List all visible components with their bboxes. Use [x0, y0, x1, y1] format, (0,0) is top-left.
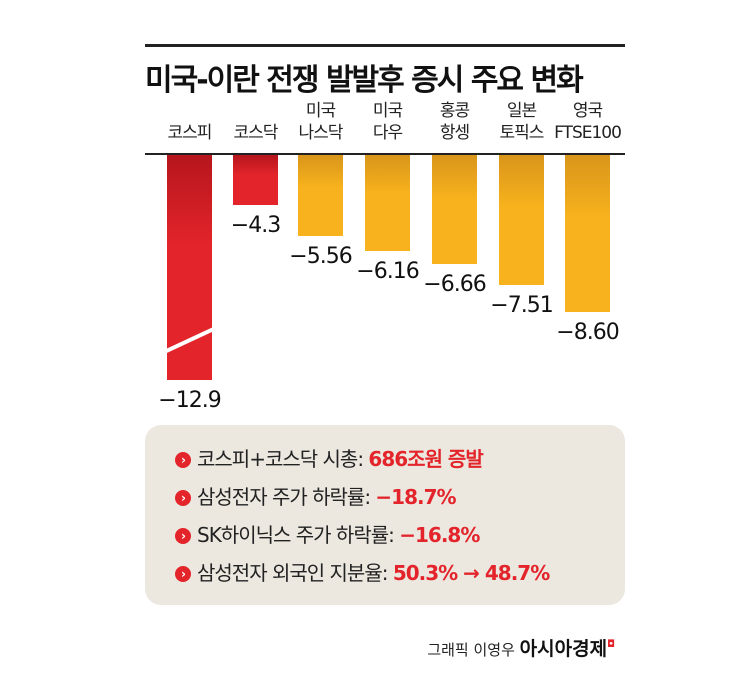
note-text: 삼성전자 외국인 지분율: — [197, 561, 393, 585]
note-item: › SK하이닉스 주가 하락률: −16.8% — [175, 519, 480, 548]
note-item: › 삼성전자 외국인 지분율: 50.3% → 48.7% — [175, 557, 550, 586]
top-rule — [145, 44, 625, 47]
bar-4 — [432, 155, 477, 264]
value-label: −7.51 — [490, 292, 553, 318]
note-item: › 삼성전자 주가 하락률: −18.7% — [175, 481, 457, 510]
chart-title: 미국-이란 전쟁 발발후 증시 주요 변화 — [145, 63, 584, 98]
note-highlight: 50.3% → 48.7% — [392, 561, 550, 585]
note-item: › 코스피+코스닥 시총: 686조원 증발 — [175, 443, 484, 472]
brand-logo: 아시아경제 — [519, 638, 608, 660]
value-label: −6.66 — [423, 271, 486, 297]
note-text: 삼성전자 주가 하락률: — [197, 485, 376, 509]
chevron-right-icon: › — [175, 452, 191, 468]
credit: 그래픽 이영우 아시아경제◘ — [427, 634, 615, 661]
axis-break — [163, 326, 217, 354]
bar-5 — [499, 155, 544, 285]
note-text: SK하이닉스 주가 하락률: — [197, 523, 400, 547]
value-label: −12.9 — [158, 388, 221, 413]
chevron-right-icon: › — [175, 490, 191, 506]
bar-1 — [233, 155, 278, 206]
category-label: 미국 다우 — [372, 101, 403, 143]
value-label: −8.60 — [556, 320, 619, 346]
note-highlight: 686조원 증발 — [368, 447, 483, 471]
note-highlight: −16.8% — [399, 523, 480, 547]
category-label: 영국 FTSE100 — [554, 101, 622, 143]
note-highlight: −18.7% — [375, 485, 456, 509]
chevron-right-icon: › — [175, 566, 191, 582]
chevron-right-icon: › — [175, 528, 191, 544]
value-label: −4.3 — [230, 213, 281, 239]
notes-box: › 코스피+코스닥 시총: 686조원 증발 › 삼성전자 주가 하락률: −18.7… — [145, 425, 625, 605]
category-label: 일본 토픽스 — [499, 101, 545, 143]
bar-0 — [163, 155, 217, 380]
value-label: −6.16 — [356, 259, 419, 285]
note-text: 코스피+코스닥 시총: — [197, 447, 369, 471]
value-label: −5.56 — [289, 244, 352, 270]
category-label: 코스닥 — [233, 123, 279, 143]
baseline — [145, 153, 625, 155]
credit-text: 그래픽 이영우 — [427, 641, 515, 659]
category-label: 홍콩 항셍 — [439, 101, 470, 143]
category-label: 코스피 — [167, 123, 213, 143]
category-label: 미국 나스닥 — [298, 101, 344, 143]
bar-2 — [298, 155, 343, 237]
bar-3 — [365, 155, 410, 252]
bar-6 — [565, 155, 610, 313]
brand-mark-icon: ◘ — [607, 639, 615, 650]
